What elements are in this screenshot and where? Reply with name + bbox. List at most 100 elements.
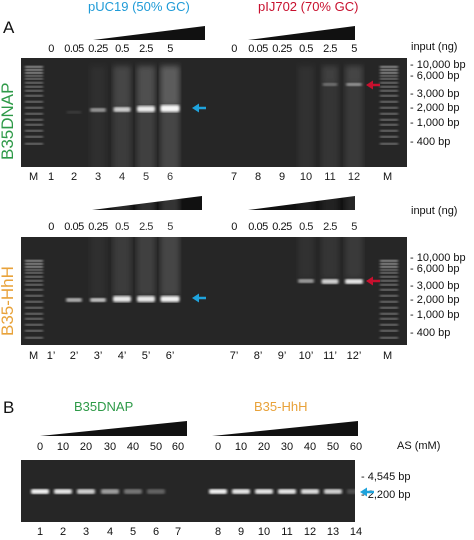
- dna-band: [278, 489, 296, 494]
- ladder-band: [25, 272, 43, 274]
- ladder-band: [380, 69, 398, 71]
- dna-band: [54, 489, 72, 494]
- lane-number: 8: [254, 171, 262, 183]
- ladder-band: [380, 130, 398, 132]
- as-value: 0: [36, 441, 44, 453]
- ladder-band: [25, 101, 43, 103]
- ladder-band: [380, 330, 398, 332]
- ladder-band: [380, 266, 398, 268]
- dna-band: [232, 489, 250, 494]
- dna-band: [90, 298, 106, 302]
- ladder-band: [25, 295, 43, 297]
- ladder-band: [25, 266, 43, 268]
- ladder-band: [25, 82, 43, 84]
- ladder-band: [380, 324, 398, 326]
- ladder-band: [380, 337, 398, 339]
- dna-band: [147, 489, 165, 494]
- ladder-band: [380, 276, 398, 278]
- input-value: 2.5: [139, 43, 153, 55]
- ladder-band: [380, 82, 398, 84]
- as-value: 60: [349, 441, 363, 453]
- puc19-title: pUC19 (50% GC): [88, 0, 190, 14]
- ladder-band: [380, 124, 398, 126]
- lane-number: 1: [47, 171, 55, 183]
- ladder-band: [380, 72, 398, 74]
- lane-number: 7: [174, 526, 182, 538]
- ladder-band: [380, 95, 398, 97]
- ladder-band: [25, 90, 43, 92]
- ladder-marker: - 400 bp: [410, 136, 451, 148]
- ladder-band: [25, 72, 43, 74]
- dna-band: [31, 489, 49, 494]
- ladder-marker: - 400 bp: [410, 327, 451, 339]
- as-value: 0: [214, 441, 222, 453]
- dna-band: [298, 279, 314, 283]
- ladder-marker: - 3,000 bp: [410, 280, 460, 292]
- lane-number: 4: [106, 526, 114, 538]
- lane-number: 12: [303, 526, 317, 538]
- lane-number: 3’: [93, 350, 103, 362]
- band-smear: [137, 66, 155, 296]
- lane-number: 11’: [323, 350, 337, 362]
- dna-band: [66, 298, 82, 302]
- ladder-band: [25, 69, 43, 71]
- input-value: 0: [48, 43, 54, 55]
- lane-number: 12’: [346, 350, 362, 362]
- as-value: 20: [79, 441, 93, 453]
- dna-band: [66, 111, 82, 114]
- ladder-band: [25, 301, 43, 303]
- ladder-band: [25, 263, 43, 265]
- ladder-band: [25, 86, 43, 88]
- band-smear: [321, 66, 339, 279]
- ladder-band: [380, 313, 398, 315]
- band-smear: [298, 66, 314, 279]
- lane-number: 7: [230, 171, 238, 183]
- panel-b-letter: B: [3, 398, 15, 417]
- wedge-puc19: [93, 26, 205, 40]
- lane-number: 2: [70, 171, 78, 183]
- ladder-band: [25, 143, 43, 145]
- as-value: 40: [303, 441, 317, 453]
- lane-number: 2: [59, 526, 67, 538]
- ladder-band: [380, 263, 398, 265]
- input-label-top: input (ng): [411, 41, 458, 53]
- ladder-band: [25, 284, 43, 286]
- ladder-band: [380, 75, 398, 77]
- dna-band: [101, 489, 119, 494]
- input-value: 0.05: [64, 43, 84, 55]
- input-value: 0: [231, 221, 237, 233]
- ladder-band: [380, 307, 398, 309]
- arrow-blue-icon: [360, 487, 367, 497]
- as-value: 30: [103, 441, 117, 453]
- ladder-band: [380, 318, 398, 320]
- ladder-band: [25, 318, 43, 320]
- ladder-band: [380, 284, 398, 286]
- ladder-band: [380, 280, 398, 282]
- ladder-band: [380, 269, 398, 271]
- ladder-band: [380, 119, 398, 121]
- ladder-band: [25, 124, 43, 126]
- lane-number: 14: [349, 526, 363, 538]
- dna-band: [160, 296, 180, 302]
- ladder-band: [25, 337, 43, 339]
- ladder-marker: - 2,000 bp: [410, 102, 460, 114]
- ladder-band: [25, 66, 43, 68]
- lane-number: 2’: [69, 350, 79, 362]
- lane-number: 4’: [117, 350, 127, 362]
- lane-number: 9: [237, 526, 245, 538]
- dna-band: [255, 489, 273, 494]
- wedge-b35hhh: [212, 421, 358, 436]
- ladder-band: [380, 272, 398, 274]
- dna-band: [113, 296, 131, 302]
- lane-number: 10’: [298, 350, 314, 362]
- ladder-band: [380, 78, 398, 80]
- lane-label-m: M: [383, 350, 393, 362]
- ladder-marker: - 1,000 bp: [410, 309, 460, 321]
- as-value: 50: [326, 441, 340, 453]
- ladder-band: [25, 313, 43, 315]
- ladder-band: [25, 269, 43, 271]
- input-value: 5: [167, 43, 173, 55]
- as-value: 10: [234, 441, 248, 453]
- ladder-marker: - 6,000 bp: [410, 70, 460, 82]
- band-smear: [90, 66, 106, 298]
